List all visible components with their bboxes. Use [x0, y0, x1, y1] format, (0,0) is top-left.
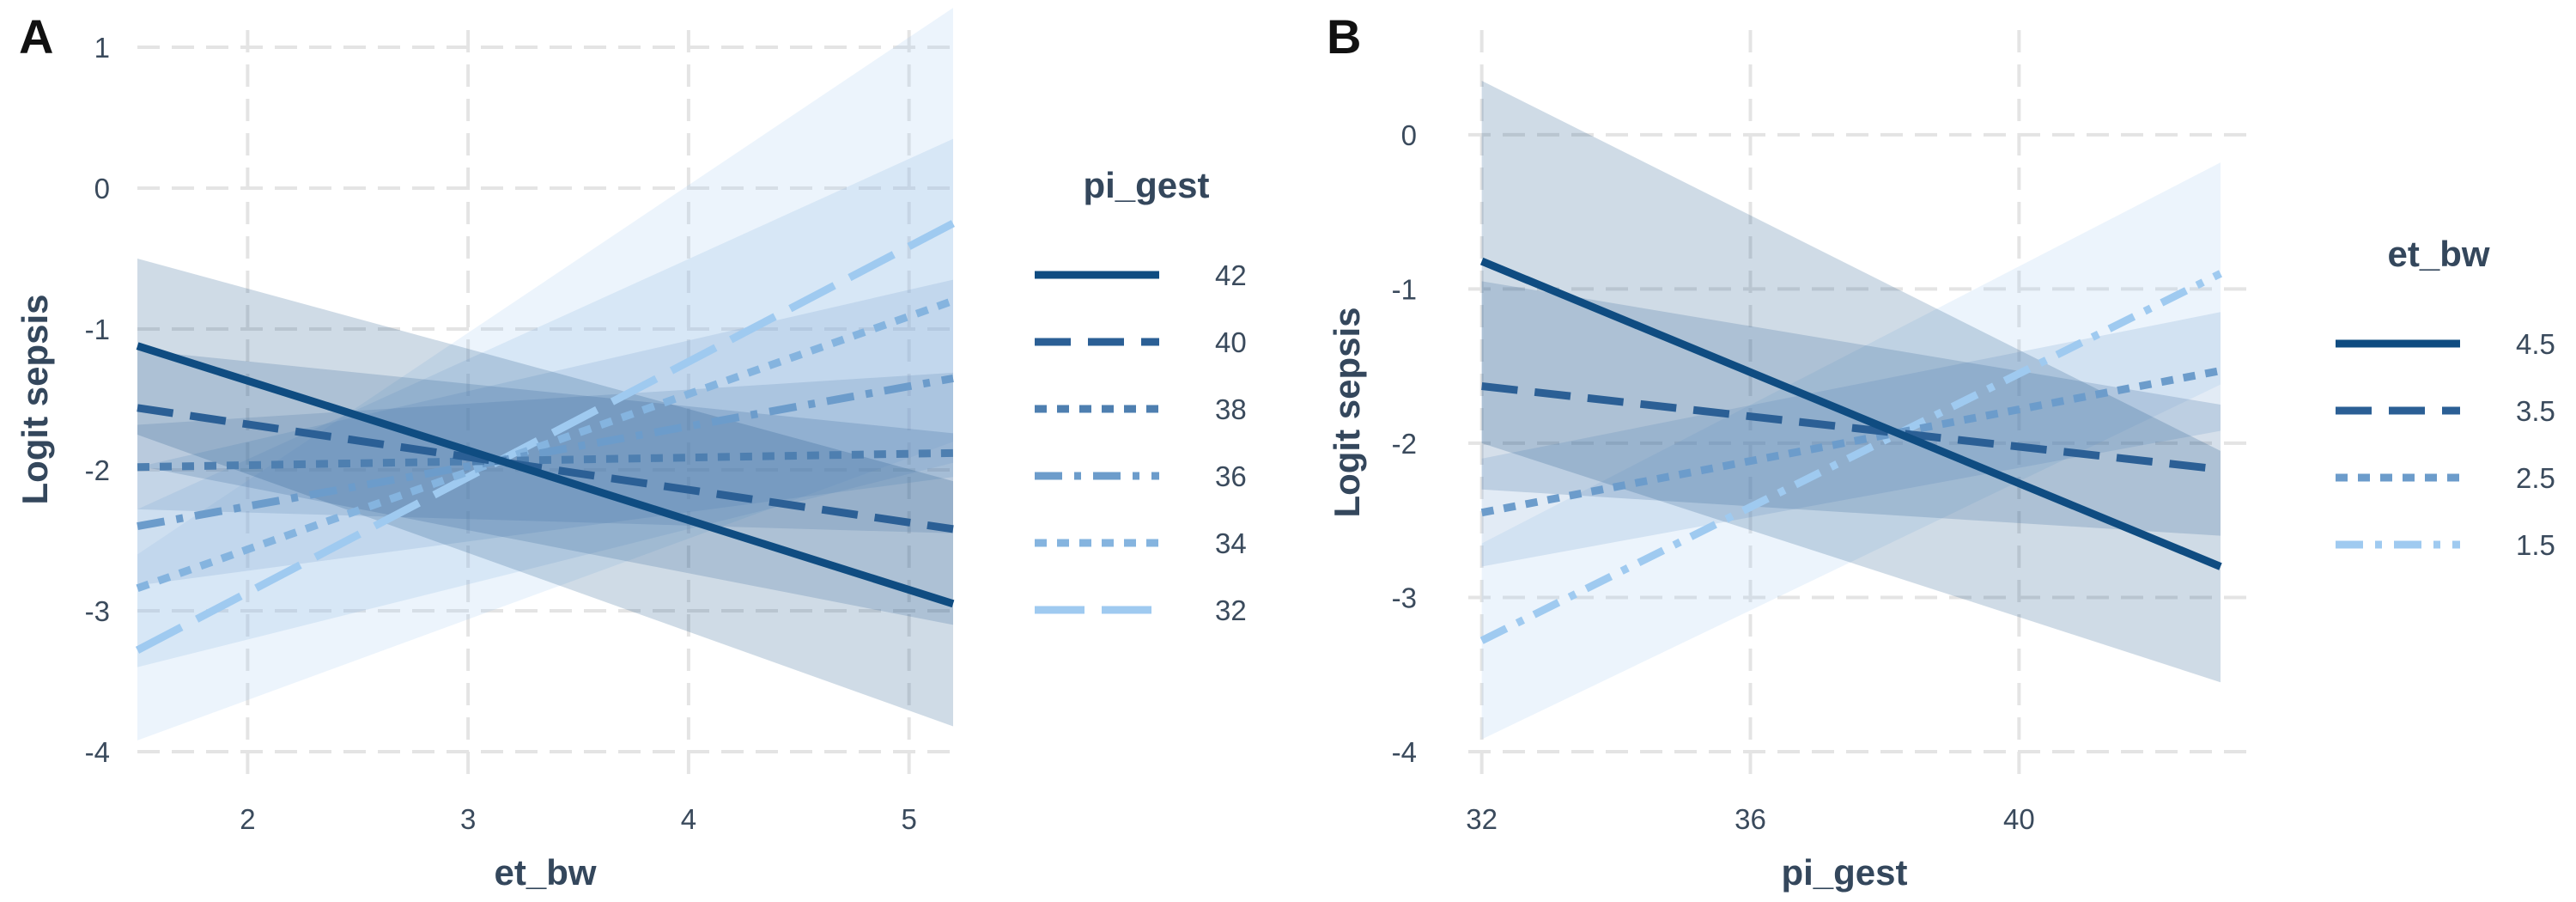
y-tick-label: -2	[85, 454, 110, 486]
legend: et_bw 4.5 3.5 2.5 1.5	[2336, 234, 2555, 561]
y-tick-label: -1	[85, 314, 110, 345]
panel-letter: A	[19, 9, 53, 64]
y-tick-label: 0	[94, 173, 110, 204]
legend-label: 2.5	[2516, 462, 2555, 494]
series-line	[136, 342, 955, 608]
legend-title: pi_gest	[1083, 165, 1209, 205]
series-line	[1479, 257, 2222, 570]
y-tick-label: -1	[1392, 273, 1417, 305]
legend-label: 1.5	[2516, 529, 2555, 561]
x-tick-label: 2	[240, 803, 255, 835]
y-tick-label: -3	[85, 595, 110, 627]
legend-label: 36	[1215, 460, 1247, 492]
y-tick-label: -2	[1392, 428, 1417, 460]
x-axis-title: et_bw	[494, 852, 596, 893]
series-line	[136, 296, 955, 593]
confidence-band	[1481, 162, 2221, 740]
series-line	[135, 220, 956, 654]
series-line	[137, 374, 954, 531]
y-tick-label: -4	[1392, 736, 1417, 768]
series-line	[1480, 367, 2221, 517]
x-tick-label: 3	[460, 803, 476, 835]
confidence-band	[137, 350, 953, 625]
series-line	[137, 448, 954, 472]
y-axis-title: Logit sepsis	[1327, 307, 1367, 517]
legend-label: 4.5	[2516, 328, 2555, 360]
series-line	[1481, 382, 2221, 473]
confidence-band	[137, 279, 953, 586]
x-tick-label: 4	[681, 803, 696, 835]
x-axis-title: pi_gest	[1781, 852, 1907, 893]
series-lines	[1479, 257, 2223, 644]
legend-label: 42	[1215, 259, 1247, 291]
y-tick-label: 0	[1401, 119, 1417, 151]
grid-lines	[137, 30, 953, 777]
legend-label: 40	[1215, 326, 1247, 358]
confidence-band	[137, 8, 953, 740]
confidence-band	[1481, 312, 2221, 567]
legend-label: 34	[1215, 527, 1247, 559]
legend-label: 32	[1215, 594, 1247, 626]
legend-label: 3.5	[2516, 395, 2555, 427]
x-tick-label: 32	[1466, 803, 1498, 835]
series-lines	[135, 220, 956, 654]
series-line	[137, 404, 954, 533]
panel-b: B 32 36 40 -4 -3 -2 -1 0 pi_gest Logit sepsis et_bw…	[1327, 9, 2555, 893]
y-tick-label: -4	[85, 736, 110, 768]
legend: pi_gest 42 40 38 36 34 32	[1035, 165, 1247, 626]
x-tick-label: 40	[2003, 803, 2035, 835]
confidence-bands	[137, 8, 953, 740]
confidence-band	[137, 138, 953, 667]
legend-title: et_bw	[2387, 234, 2489, 274]
x-tick-label: 36	[1735, 803, 1766, 835]
confidence-band	[1481, 80, 2221, 683]
legend-label: 38	[1215, 393, 1247, 425]
x-tick-label: 5	[901, 803, 916, 835]
confidence-band	[1481, 281, 2221, 536]
confidence-band	[137, 259, 953, 727]
confidence-bands	[1481, 80, 2221, 740]
panel-letter: B	[1327, 9, 1361, 64]
series-line	[1479, 270, 2223, 644]
y-axis-title: Logit sepsis	[15, 294, 55, 504]
y-tick-label: -3	[1392, 582, 1417, 613]
y-tick-label: 1	[94, 32, 110, 64]
